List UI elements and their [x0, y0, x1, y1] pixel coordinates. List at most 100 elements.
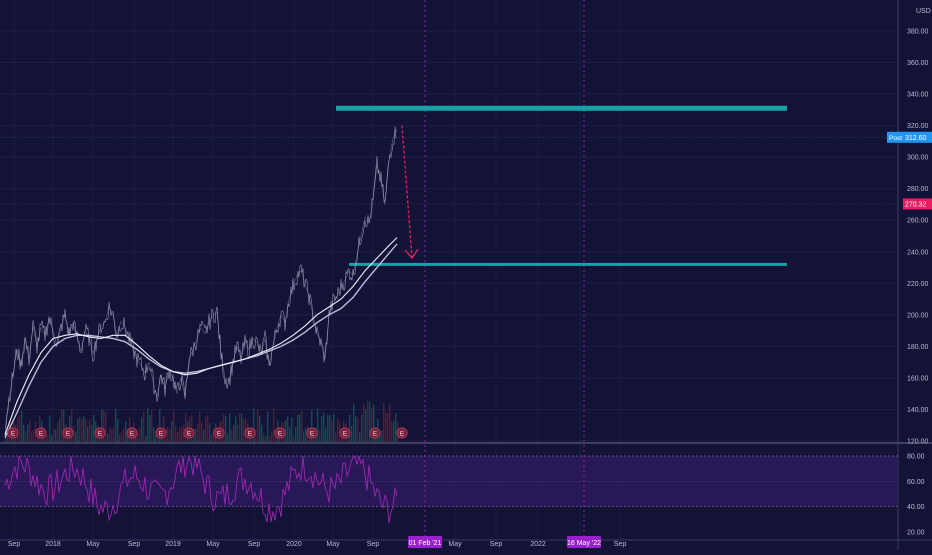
volume-bar — [29, 420, 31, 442]
volume-bar — [73, 426, 75, 442]
volume-bar — [229, 413, 231, 442]
earnings-marker-circle — [62, 427, 74, 439]
time-tick-label: Sep — [614, 541, 627, 548]
date-marker-label: 16 May '22 — [567, 536, 601, 548]
volume-bar — [149, 414, 151, 442]
volume-bar — [119, 434, 121, 442]
volume-bar — [17, 417, 19, 442]
earnings-marker: E — [369, 427, 381, 439]
support-level-line — [349, 262, 787, 266]
time-tick-label: May — [86, 541, 100, 548]
earnings-marker-circle — [35, 427, 47, 439]
volume-bar — [305, 427, 307, 442]
volume-bar — [31, 431, 33, 442]
date-marker-label: 01 Feb '21 — [408, 536, 442, 548]
volume-bar — [365, 409, 367, 442]
volume-bar — [75, 431, 77, 442]
earnings-marker-label: E — [159, 431, 164, 438]
time-tick-label: May — [326, 541, 340, 548]
volume-bar — [367, 400, 369, 442]
volume-bar — [197, 423, 199, 442]
volume-bar — [243, 419, 245, 442]
earnings-marker-circle — [244, 427, 256, 439]
earnings-marker-label: E — [11, 431, 16, 438]
currency-label: USD — [916, 8, 931, 15]
volume-bar — [85, 418, 87, 442]
volume-bar — [273, 408, 275, 442]
volume-bar — [293, 435, 295, 442]
volume-bar — [199, 411, 201, 442]
date-marker-bg — [567, 536, 601, 548]
volume-bar — [117, 418, 119, 442]
volume-bar — [177, 431, 179, 442]
volume-bar — [331, 419, 333, 442]
earnings-marker-circle — [213, 427, 225, 439]
volume-bar — [19, 415, 21, 442]
volume-bar — [231, 429, 233, 442]
post-badge-value: 312.60 — [905, 135, 927, 142]
volume-bar — [77, 418, 79, 442]
volume-bar — [253, 408, 255, 442]
close-badge-bg — [903, 198, 932, 210]
volume-bar — [225, 416, 227, 442]
price-tick-label: 380.00 — [907, 29, 929, 36]
volume-bar — [47, 435, 49, 442]
rsi-line — [4, 455, 398, 524]
rsi-tick-label: 20.00 — [907, 530, 925, 537]
volume-bar — [355, 416, 357, 442]
volume-bar — [143, 411, 145, 442]
volume-bar — [319, 430, 321, 442]
volume-bar — [27, 424, 29, 442]
volume-bar — [91, 425, 93, 442]
close-price-badge: 270.32 — [903, 198, 932, 210]
volume-bar — [185, 413, 187, 442]
volume-bar — [363, 403, 365, 442]
volume-bar — [257, 409, 259, 442]
earnings-marker: E — [244, 427, 256, 439]
volume-bar — [195, 428, 197, 442]
rsi-tick-label: 80.00 — [907, 454, 925, 461]
earnings-marker-label: E — [217, 431, 222, 438]
volume-bar — [21, 410, 23, 442]
time-tick-label: Sep — [128, 541, 141, 548]
volume-bar — [285, 420, 287, 442]
volume-bar — [153, 427, 155, 442]
volume-bar — [137, 433, 139, 442]
earnings-marker: E — [62, 427, 74, 439]
volume-bar — [291, 417, 293, 442]
rsi-tick-label: 60.00 — [907, 479, 925, 486]
volume-bar — [301, 410, 303, 442]
earnings-marker: E — [155, 427, 167, 439]
time-tick-label: 2018 — [45, 541, 61, 548]
earnings-marker: E — [94, 427, 106, 439]
price-tick-label: 140.00 — [907, 407, 929, 414]
arrow-shaft — [401, 125, 413, 259]
price-tick-label: 200.00 — [907, 312, 929, 319]
volume-bar — [53, 428, 55, 442]
earnings-marker-circle — [183, 427, 195, 439]
volume-bar — [49, 415, 51, 442]
post-badge-label: Post — [889, 135, 902, 142]
volume-bar — [371, 408, 373, 442]
earnings-marker: E — [7, 427, 19, 439]
volume-bar — [317, 408, 319, 442]
volume-bar — [389, 403, 391, 442]
volume-bar — [269, 435, 271, 442]
volume-bar — [111, 429, 113, 442]
volume-bar — [23, 424, 25, 442]
volume-bar — [241, 413, 243, 442]
earnings-marker-label: E — [187, 431, 192, 438]
volume-bar — [139, 427, 141, 442]
time-tick-label: May — [448, 541, 462, 548]
earnings-marker: E — [339, 427, 351, 439]
volume-bar — [321, 416, 323, 442]
volume-bar — [393, 421, 395, 442]
time-tick-label: 2020 — [286, 541, 302, 548]
price-tick-label: 300.00 — [907, 155, 929, 162]
volume-bar — [151, 410, 153, 442]
volume-bar — [155, 434, 157, 442]
time-tick-label: Sep — [490, 541, 503, 548]
price-tick-label: 320.00 — [907, 123, 929, 130]
volume-bar — [223, 413, 225, 442]
